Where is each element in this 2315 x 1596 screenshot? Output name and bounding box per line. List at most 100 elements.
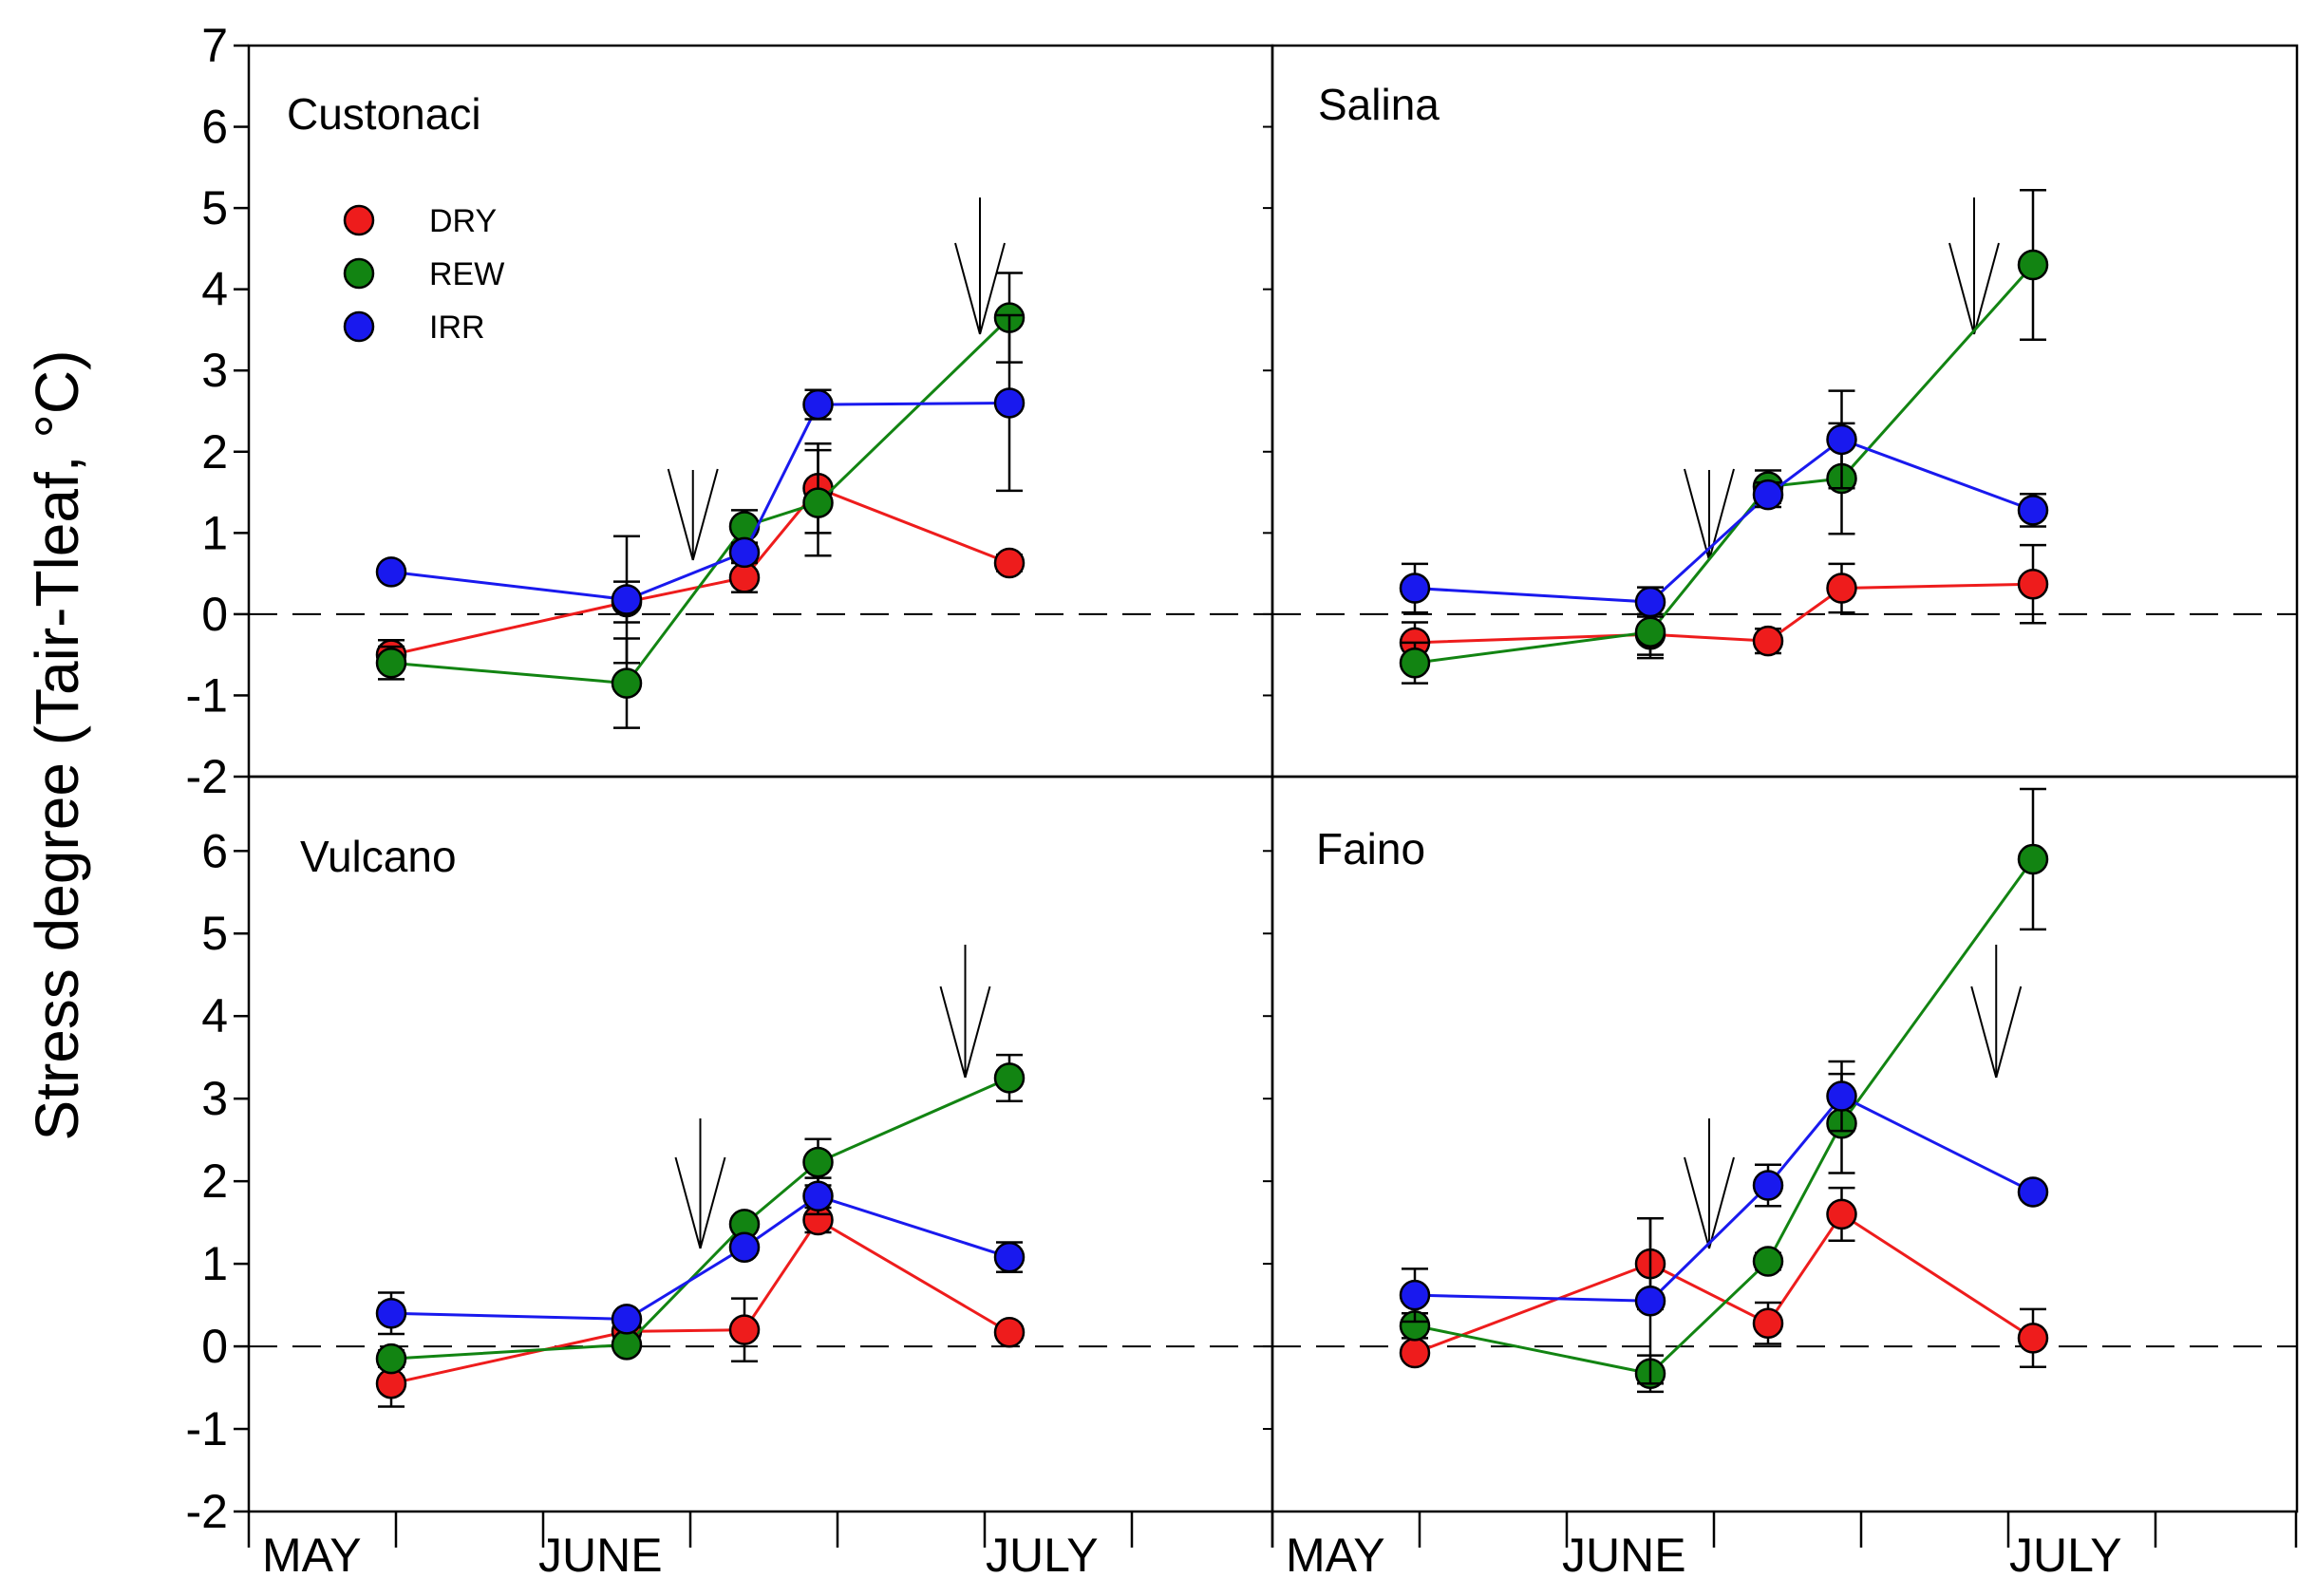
y-tick-label: 6 [201,101,228,154]
event-arrow [1948,197,2000,335]
series-irr-custonaci [375,313,1026,665]
data-point-dry [1826,573,1857,604]
y-tick-label: 4 [201,989,228,1042]
data-point-rew [1634,616,1666,648]
data-point-rew [2017,843,2049,875]
panels-group: -2 -1 0 1 2 3 4 5 6 7 Custonaci Salina -2 -1 0 1 2 3 4 5 6 Vu… [186,19,2299,1538]
series-line-irr [1414,438,2034,604]
data-point-dry [993,547,1026,579]
y-tick-label: -1 [186,668,228,722]
panel-title-salina: Salina [1318,80,1440,129]
data-point-dry [1826,1198,1857,1230]
legend-item-rew: REW [343,256,504,292]
data-point-irr [728,536,761,569]
event-arrow [1684,1118,1735,1249]
series-line-dry [1414,1211,2034,1355]
y-tick-label: -2 [186,750,228,803]
panel-title-faino: Faino [1316,824,1425,873]
data-point-irr [611,1304,643,1335]
data-point-irr [802,1180,834,1212]
series-irr-vulcano [375,1176,1026,1336]
series-irr-salina [1399,389,2049,618]
panel-vulcano: -2 -1 0 1 2 3 4 5 6 Vulcano [186,775,1274,1538]
legend-marker [343,204,375,236]
y-tick-label: -2 [186,1485,228,1538]
series-rew-salina [1399,189,2049,685]
data-point-irr [1752,479,1784,511]
data-point-rew [1752,1246,1784,1277]
data-point-irr [1399,573,1431,604]
series-dry-salina [1399,543,2049,665]
data-point-rew [375,647,407,679]
data-point-irr [993,1241,1026,1273]
y-tick-label: 5 [201,181,228,235]
data-point-irr [1752,1170,1784,1201]
data-point-irr [2017,495,2049,526]
y-tick-label: 7 [201,19,228,72]
legend-label: DRY [429,203,497,239]
data-point-dry [728,1314,761,1345]
y-tick-label: 2 [201,425,228,479]
panel-custonaci: -2 -1 0 1 2 3 4 5 6 7 Custonaci [186,19,1274,803]
series-line-irr [390,401,1010,602]
x-month-label-may: MAY [262,1529,362,1582]
event-arrow [667,468,719,561]
data-point-irr [1634,586,1666,618]
data-point-dry [1399,1337,1431,1369]
event-arrow [1970,945,2023,1079]
data-point-irr [2017,1176,2049,1208]
series-line-rew [1414,263,2035,665]
x-month-label-july: JULY [986,1529,1099,1582]
panel-frame-vulcano [247,775,1274,1513]
y-tick-label: -1 [186,1402,228,1455]
legend: DRY REW IRR [343,203,504,346]
x-month-label-may: MAY [1286,1529,1385,1582]
data-point-irr [1826,1080,1857,1112]
series-irr-faino [1399,1060,2049,1385]
data-point-irr [611,584,643,615]
data-point-dry [993,1317,1026,1348]
legend-marker [343,310,375,343]
legend-item-irr: IRR [343,310,485,346]
data-point-rew [611,667,643,699]
data-point-rew [993,1062,1026,1094]
data-point-rew [611,1329,643,1361]
y-tick-label: 5 [201,907,228,960]
y-tick-label: 4 [201,263,228,316]
y-tick-label: 3 [201,1072,228,1125]
data-point-irr [728,1231,761,1263]
data-point-dry [1752,1307,1784,1339]
y-tick-label: 1 [201,506,228,559]
event-arrow [954,197,1006,335]
data-point-rew [728,511,761,542]
legend-item-dry: DRY [343,203,497,239]
x-month-label-july: JULY [2009,1529,2122,1582]
y-tick-label: 0 [201,588,228,641]
data-point-dry [2017,568,2049,600]
event-arrow [939,945,991,1079]
x-axis: MAY JUNE JULY MAY JUNE JULY [247,1512,2298,1582]
data-point-irr [1634,1285,1666,1317]
data-point-irr [802,388,834,421]
data-point-rew [802,1146,834,1178]
data-point-irr [375,1298,407,1329]
data-point-irr [1399,1279,1431,1311]
panel-title-custonaci: Custonaci [287,89,481,139]
panel-faino: Faino [1263,775,2299,1513]
y-axis-label: Stress degree (Tair-Tleaf, °C) [23,350,91,1141]
legend-label: REW [429,256,504,292]
legend-marker [343,257,375,290]
series-dry-faino [1399,1186,2049,1369]
data-point-rew [1399,647,1431,679]
series-line-irr [1414,1094,2034,1303]
series-rew-faino [1399,787,2049,1394]
data-point-rew [802,487,834,518]
y-tick-label: 2 [201,1155,228,1208]
x-month-label-june: JUNE [538,1529,663,1582]
y-tick-label: 1 [201,1237,228,1290]
panel-salina: Salina [1263,44,2299,779]
data-point-irr [375,556,407,588]
y-tick-label: 6 [201,824,228,877]
data-point-dry [2017,1323,2049,1354]
